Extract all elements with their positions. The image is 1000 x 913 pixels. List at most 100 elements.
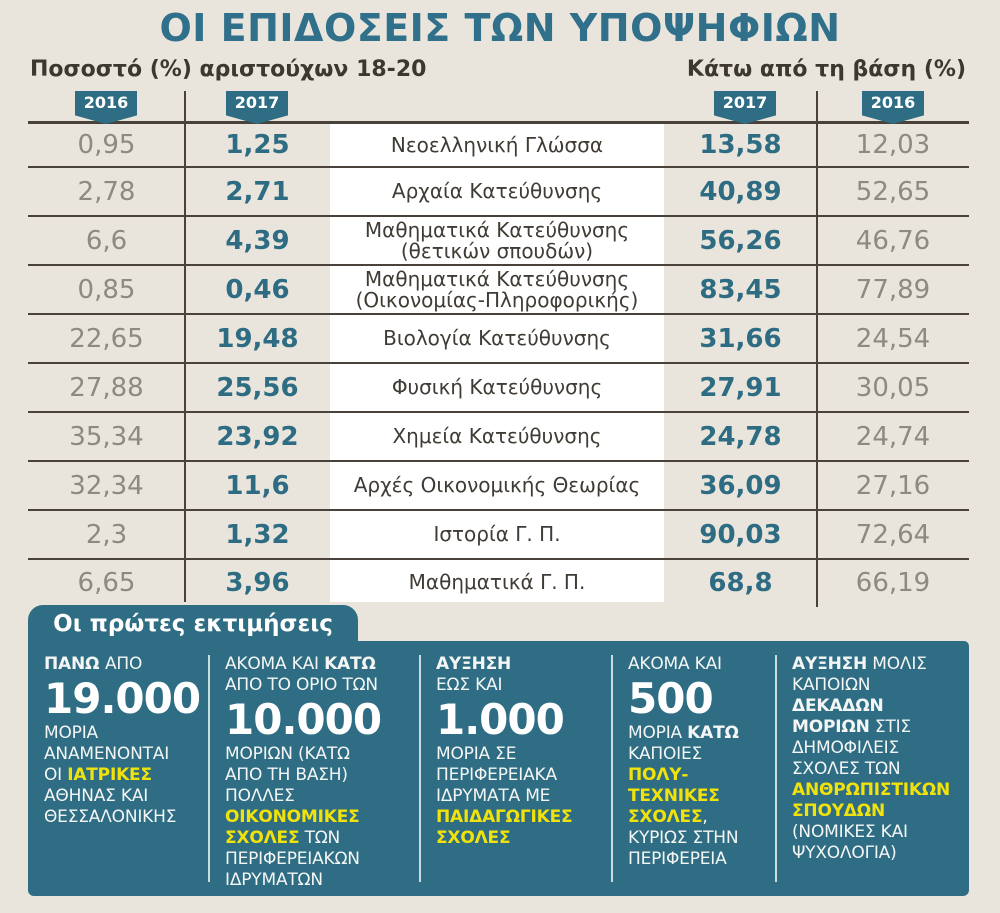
value-below-base-2017: 31,66: [699, 323, 782, 354]
value-excellent-2017: 23,92: [216, 421, 299, 452]
estimate-text-segment: ΚΑΤΩ: [687, 723, 739, 743]
subject-label: Μαθηματικά Γ. Π.: [408, 570, 586, 594]
value-excellent-2017: 11,6: [225, 470, 290, 501]
table-row: 35,34 23,92 Χημεία Κατεύθυνσης 24,78 24,74: [28, 413, 969, 462]
results-table: 2016 2017 2017 2016 0,95 1,25 Νεοελληνική Γλώ…: [28, 91, 969, 607]
subject-label: Βιολογία Κατεύθυνσης: [383, 326, 611, 350]
estimate-text-segment: ΜΟΡΙΩΝ (ΚΑΤΩ ΑΠΟ ΤΗ ΒΑΣΗ) ΠΟΛΛΕΣ: [225, 744, 350, 806]
column-group-headers: Ποσοστό (%) αριστούχων 18-20 Κάτω από τη…: [30, 57, 966, 82]
value-below-base-2016: 24,74: [855, 421, 931, 452]
right-column-divider: [816, 91, 818, 607]
value-below-base-2017: 90,03: [699, 519, 782, 550]
estimate-text-segment: ΑΘΗΝΑΣ ΚΑΙ ΘΕΣΣΑΛΟΝΙΚΗΣ: [44, 786, 177, 827]
value-excellent-2016: 32,34: [69, 470, 144, 501]
year-badge-2016-right: 2016: [862, 91, 924, 124]
estimate-text-segment: ΑΚΟΜΑ ΚΑΙ: [225, 654, 325, 674]
estimate-text: ΑΚΟΜΑ ΚΑΙ ΚΑΤΩ ΑΠΟ ΤΟ ΟΡΙΟ ΤΩΝ: [225, 654, 414, 696]
table-row: 0,95 1,25 Νεοελληνική Γλώσσα 13,58 12,03: [28, 124, 969, 168]
estimate-text-segment: ΑΠΟ: [104, 654, 143, 674]
estimate-text: ΜΟΡΙΑ ΣΕ ΠΕΡΙΦΕΡΕΙΑΚΑ ΙΔΡΥΜΑΤΑ ΜΕ ΠΑΙΔΑΓ…: [436, 744, 606, 849]
value-excellent-2016: 0,95: [77, 130, 136, 160]
page-title: ΟΙ ΕΠΙΔΟΣΕΙΣ ΤΩΝ ΥΠΟΨΗΦΙΩΝ: [159, 6, 841, 50]
value-excellent-2017: 0,46: [225, 274, 290, 305]
value-below-base-2016: 24,54: [855, 323, 931, 354]
estimate-text-segment: ΑΠΟ ΤΟ ΟΡΙΟ ΤΩΝ: [225, 675, 378, 695]
estimate-text: ΠΑΝΩ ΑΠΟ: [44, 654, 203, 675]
value-below-base-2017: 27,91: [699, 372, 782, 403]
value-excellent-2016: 27,88: [69, 372, 144, 403]
value-excellent-2017: 3,96: [225, 567, 290, 598]
value-below-base-2016: 30,05: [855, 372, 931, 403]
estimate-text-segment: ΜΟΡΙΑ: [628, 723, 688, 743]
estimates-tab: Οι πρώτες εκτιμήσεις: [28, 605, 358, 642]
value-excellent-2016: 2,78: [77, 176, 136, 207]
subject-label: Μαθηματικά Κατεύθυνσης (θετικών σπουδών): [364, 217, 630, 263]
estimate-text-segment: (ΝΟΜΙΚΕΣ ΚΑΙ ΨΥΧΟΛΟΓΙΑ): [792, 822, 908, 863]
estimate-highlight: ΠΟΛΥ- ΤΕΧΝΙΚΕΣ ΣΧΟΛΕΣ: [628, 765, 720, 827]
estimate-text: ΜΟΡΙΑ ΚΑΤΩ ΚΑΠΟΙΕΣ ΠΟΛΥ- ΤΕΧΝΙΚΕΣ ΣΧΟΛΕΣ…: [628, 723, 770, 870]
year-badge-2016-left: 2016: [75, 91, 137, 124]
subject-label: Αρχές Οικονομικής Θεωρίας: [353, 473, 641, 497]
value-below-base-2016: 46,76: [855, 225, 931, 256]
estimate-column-1: ΠΑΝΩ ΑΠΟ 19.000 ΜΟΡΙΑ ΑΝΑΜΕΝΟΝΤΑΙ ΟΙ ΙΑΤΡΙ…: [28, 641, 210, 896]
estimate-text-segment: , ΚΥΡΙΩΣ ΣΤΗΝ ΠΕΡΙΦΕΡΕΙΑ: [628, 807, 739, 869]
table-row: 27,88 25,56 Φυσική Κατεύθυνσης 27,91 30,05: [28, 364, 969, 413]
value-excellent-2016: 0,85: [77, 274, 136, 305]
estimate-text-segment: ΚΑΠΟΙΕΣ: [628, 744, 703, 764]
value-below-base-2017: 40,89: [699, 176, 782, 207]
value-below-base-2017: 68,8: [708, 567, 773, 598]
estimates-tab-label: Οι πρώτες εκτιμήσεις: [53, 610, 333, 637]
estimate-column-2: ΑΚΟΜΑ ΚΑΙ ΚΑΤΩ ΑΠΟ ΤΟ ΟΡΙΟ ΤΩΝ 10.000 ΜΟΡΙ…: [209, 641, 421, 896]
value-excellent-2017: 19,48: [216, 323, 299, 354]
estimate-text-segment: ΔΕΚΑΔΩΝ ΜΟΡΙΩΝ: [792, 696, 884, 737]
value-below-base-2016: 27,16: [855, 470, 931, 501]
estimate-text: ΜΟΡΙΩΝ (ΚΑΤΩ ΑΠΟ ΤΗ ΒΑΣΗ) ΠΟΛΛΕΣ ΟΙΚΟΝΟΜ…: [225, 744, 414, 891]
value-excellent-2017: 25,56: [216, 372, 299, 403]
estimate-text-segment: ΑΚΟΜΑ ΚΑΙ: [628, 654, 722, 674]
estimate-text: ΑΥΞΗΣΗ ΜΟΛΙΣ ΚΑΠΟΙΩΝ ΔΕΚΑΔΩΝ ΜΟΡΙΩΝ ΣΤΙΣ…: [792, 654, 963, 864]
value-below-base-2017: 36,09: [699, 470, 782, 501]
left-column-divider: [184, 91, 186, 602]
estimate-text: ΑΚΟΜΑ ΚΑΙ: [628, 654, 770, 675]
estimate-text-segment: ΠΑΝΩ: [44, 654, 105, 674]
estimate-number: 19.000: [44, 674, 201, 723]
estimate-highlight: ΟΙΚΟΝΟΜΙΚΕΣ ΣΧΟΛΕΣ: [225, 807, 360, 848]
value-below-base-2016: 12,03: [855, 130, 931, 160]
value-excellent-2017: 2,71: [225, 176, 290, 207]
estimate-column-4: ΑΚΟΜΑ ΚΑΙ 500 ΜΟΡΙΑ ΚΑΤΩ ΚΑΠΟΙΕΣ ΠΟΛΥ- ΤΕΧ…: [612, 641, 777, 896]
estimates-panel: ΠΑΝΩ ΑΠΟ 19.000 ΜΟΡΙΑ ΑΝΑΜΕΝΟΝΤΑΙ ΟΙ ΙΑΤΡΙ…: [28, 641, 969, 896]
estimate-text-segment: ΑΥΞΗΣΗ: [792, 654, 868, 674]
estimate-number: 10.000: [225, 695, 382, 744]
estimate-highlight: ΙΑΤΡΙΚΕΣ: [67, 765, 152, 785]
value-excellent-2016: 22,65: [69, 323, 144, 354]
table-row: 0,85 0,46 Μαθηματικά Κατεύθυνσης (Οικονομί…: [28, 266, 969, 315]
below-base-header: Κάτω από τη βάση (%): [686, 57, 966, 82]
estimate-text-segment: ΕΩΣ ΚΑΙ: [436, 675, 503, 695]
estimate-highlight: ΠΑΙΔΑΓΩΓΙΚΕΣ ΣΧΟΛΕΣ: [436, 807, 573, 848]
excellent-scores-header: Ποσοστό (%) αριστούχων 18-20: [30, 57, 427, 82]
table-row: 22,65 19,48 Βιολογία Κατεύθυνσης 31,66 24,54: [28, 315, 969, 364]
value-below-base-2017: 56,26: [699, 225, 782, 256]
value-below-base-2016: 72,64: [855, 519, 931, 550]
value-below-base-2016: 77,89: [855, 274, 931, 305]
subject-label: Χημεία Κατεύθυνσης: [392, 424, 602, 448]
estimate-column-5: ΑΥΞΗΣΗ ΜΟΛΙΣ ΚΑΠΟΙΩΝ ΔΕΚΑΔΩΝ ΜΟΡΙΩΝ ΣΤΙΣ…: [776, 641, 969, 896]
value-excellent-2017: 1,25: [225, 130, 290, 160]
year-badge-2017-left: 2017: [226, 91, 288, 124]
value-excellent-2016: 6,65: [77, 567, 136, 598]
subject-label: Αρχαία Κατεύθυνσης: [391, 179, 603, 203]
value-excellent-2017: 4,39: [225, 225, 290, 256]
estimate-column-3: ΑΥΞΗΣΗ ΕΩΣ ΚΑΙ 1.000 ΜΟΡΙΑ ΣΕ ΠΕΡΙΦΕΡΕΙΑΚΑ…: [420, 641, 613, 896]
value-excellent-2017: 1,32: [225, 519, 290, 550]
subject-label: Μαθηματικά Κατεύθυνσης (Οικονομίας-Πληρο…: [355, 266, 639, 312]
table-row: 6,6 4,39 Μαθηματικά Κατεύθυνσης (θετικών σ…: [28, 217, 969, 266]
estimate-text: ΜΟΡΙΑ ΑΝΑΜΕΝΟΝΤΑΙ ΟΙ ΙΑΤΡΙΚΕΣ ΑΘΗΝΑΣ ΚΑΙ…: [44, 723, 203, 828]
value-below-base-2017: 24,78: [699, 421, 782, 452]
value-excellent-2016: 35,34: [69, 421, 144, 452]
value-below-base-2016: 52,65: [855, 176, 931, 207]
estimate-text-segment: ΤΩΝ ΠΕΡΙΦΕΡΕΙΑΚΩΝ ΙΔΡΥΜΑΤΩΝ: [225, 828, 360, 890]
estimate-text-segment: ΑΥΞΗΣΗ: [436, 654, 512, 674]
table-row: 6,65 3,96 Μαθηματικά Γ. Π. 68,8 66,19: [28, 560, 969, 605]
subject-label: Νεοελληνική Γλώσσα: [390, 132, 604, 157]
